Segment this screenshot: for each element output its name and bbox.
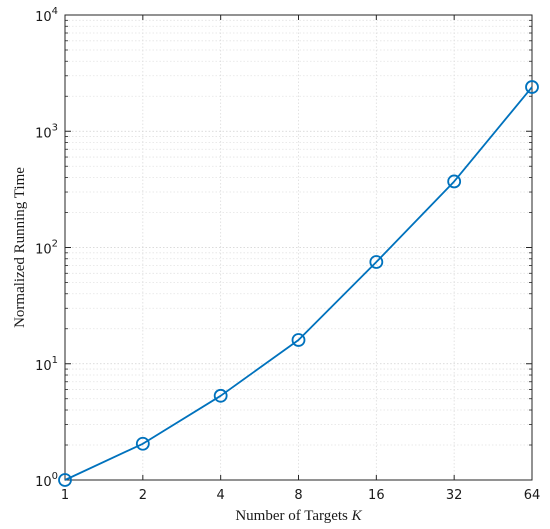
series-line bbox=[64, 86, 533, 481]
data-point-marker bbox=[213, 388, 228, 403]
y-tick-base: 10 bbox=[35, 10, 52, 25]
x-tick-label: 2 bbox=[139, 488, 147, 503]
y-axis-title: Normalized Running Time bbox=[12, 167, 28, 328]
y-tick-exponent: 4 bbox=[52, 6, 58, 17]
y-tick-base: 10 bbox=[35, 126, 52, 141]
data-point-marker bbox=[447, 174, 462, 189]
x-tick-label: 32 bbox=[446, 488, 463, 503]
x-tick-label: 1 bbox=[61, 488, 69, 503]
y-tick-label: 100 bbox=[35, 471, 58, 490]
data-point-marker bbox=[525, 80, 539, 94]
x-tick-label: 4 bbox=[217, 488, 225, 503]
x-axis-symbol: K bbox=[351, 508, 363, 524]
y-tick-label: 102 bbox=[35, 239, 58, 258]
data-point-marker bbox=[369, 255, 384, 269]
x-axis-title-text: Number of Targets bbox=[235, 508, 348, 524]
data-point-marker bbox=[291, 333, 306, 347]
data-point-marker bbox=[58, 473, 72, 487]
x-axis-title: Number of Targets K bbox=[235, 508, 362, 524]
y-tick-label: 103 bbox=[35, 122, 58, 141]
y-tick-exponent: 3 bbox=[52, 122, 58, 133]
series-layer bbox=[58, 80, 539, 487]
y-tick-exponent: 0 bbox=[52, 471, 58, 482]
data-point-marker bbox=[135, 436, 150, 451]
y-tick-label: 104 bbox=[35, 6, 58, 25]
y-tick-exponent: 1 bbox=[52, 355, 58, 366]
y-tick-base: 10 bbox=[35, 243, 52, 258]
x-tick-label: 64 bbox=[524, 488, 541, 503]
y-tick-base: 10 bbox=[35, 475, 52, 490]
y-tick-base: 10 bbox=[35, 359, 52, 374]
y-tick-exponent: 2 bbox=[52, 239, 58, 250]
major-grid bbox=[65, 15, 532, 480]
x-tick-label: 8 bbox=[294, 488, 302, 503]
axis-ticks bbox=[64, 14, 533, 481]
x-tick-labels: 1 2 4 8 16 32 64 bbox=[61, 488, 540, 503]
x-tick-label: 16 bbox=[368, 488, 385, 503]
y-tick-label: 101 bbox=[35, 355, 58, 374]
